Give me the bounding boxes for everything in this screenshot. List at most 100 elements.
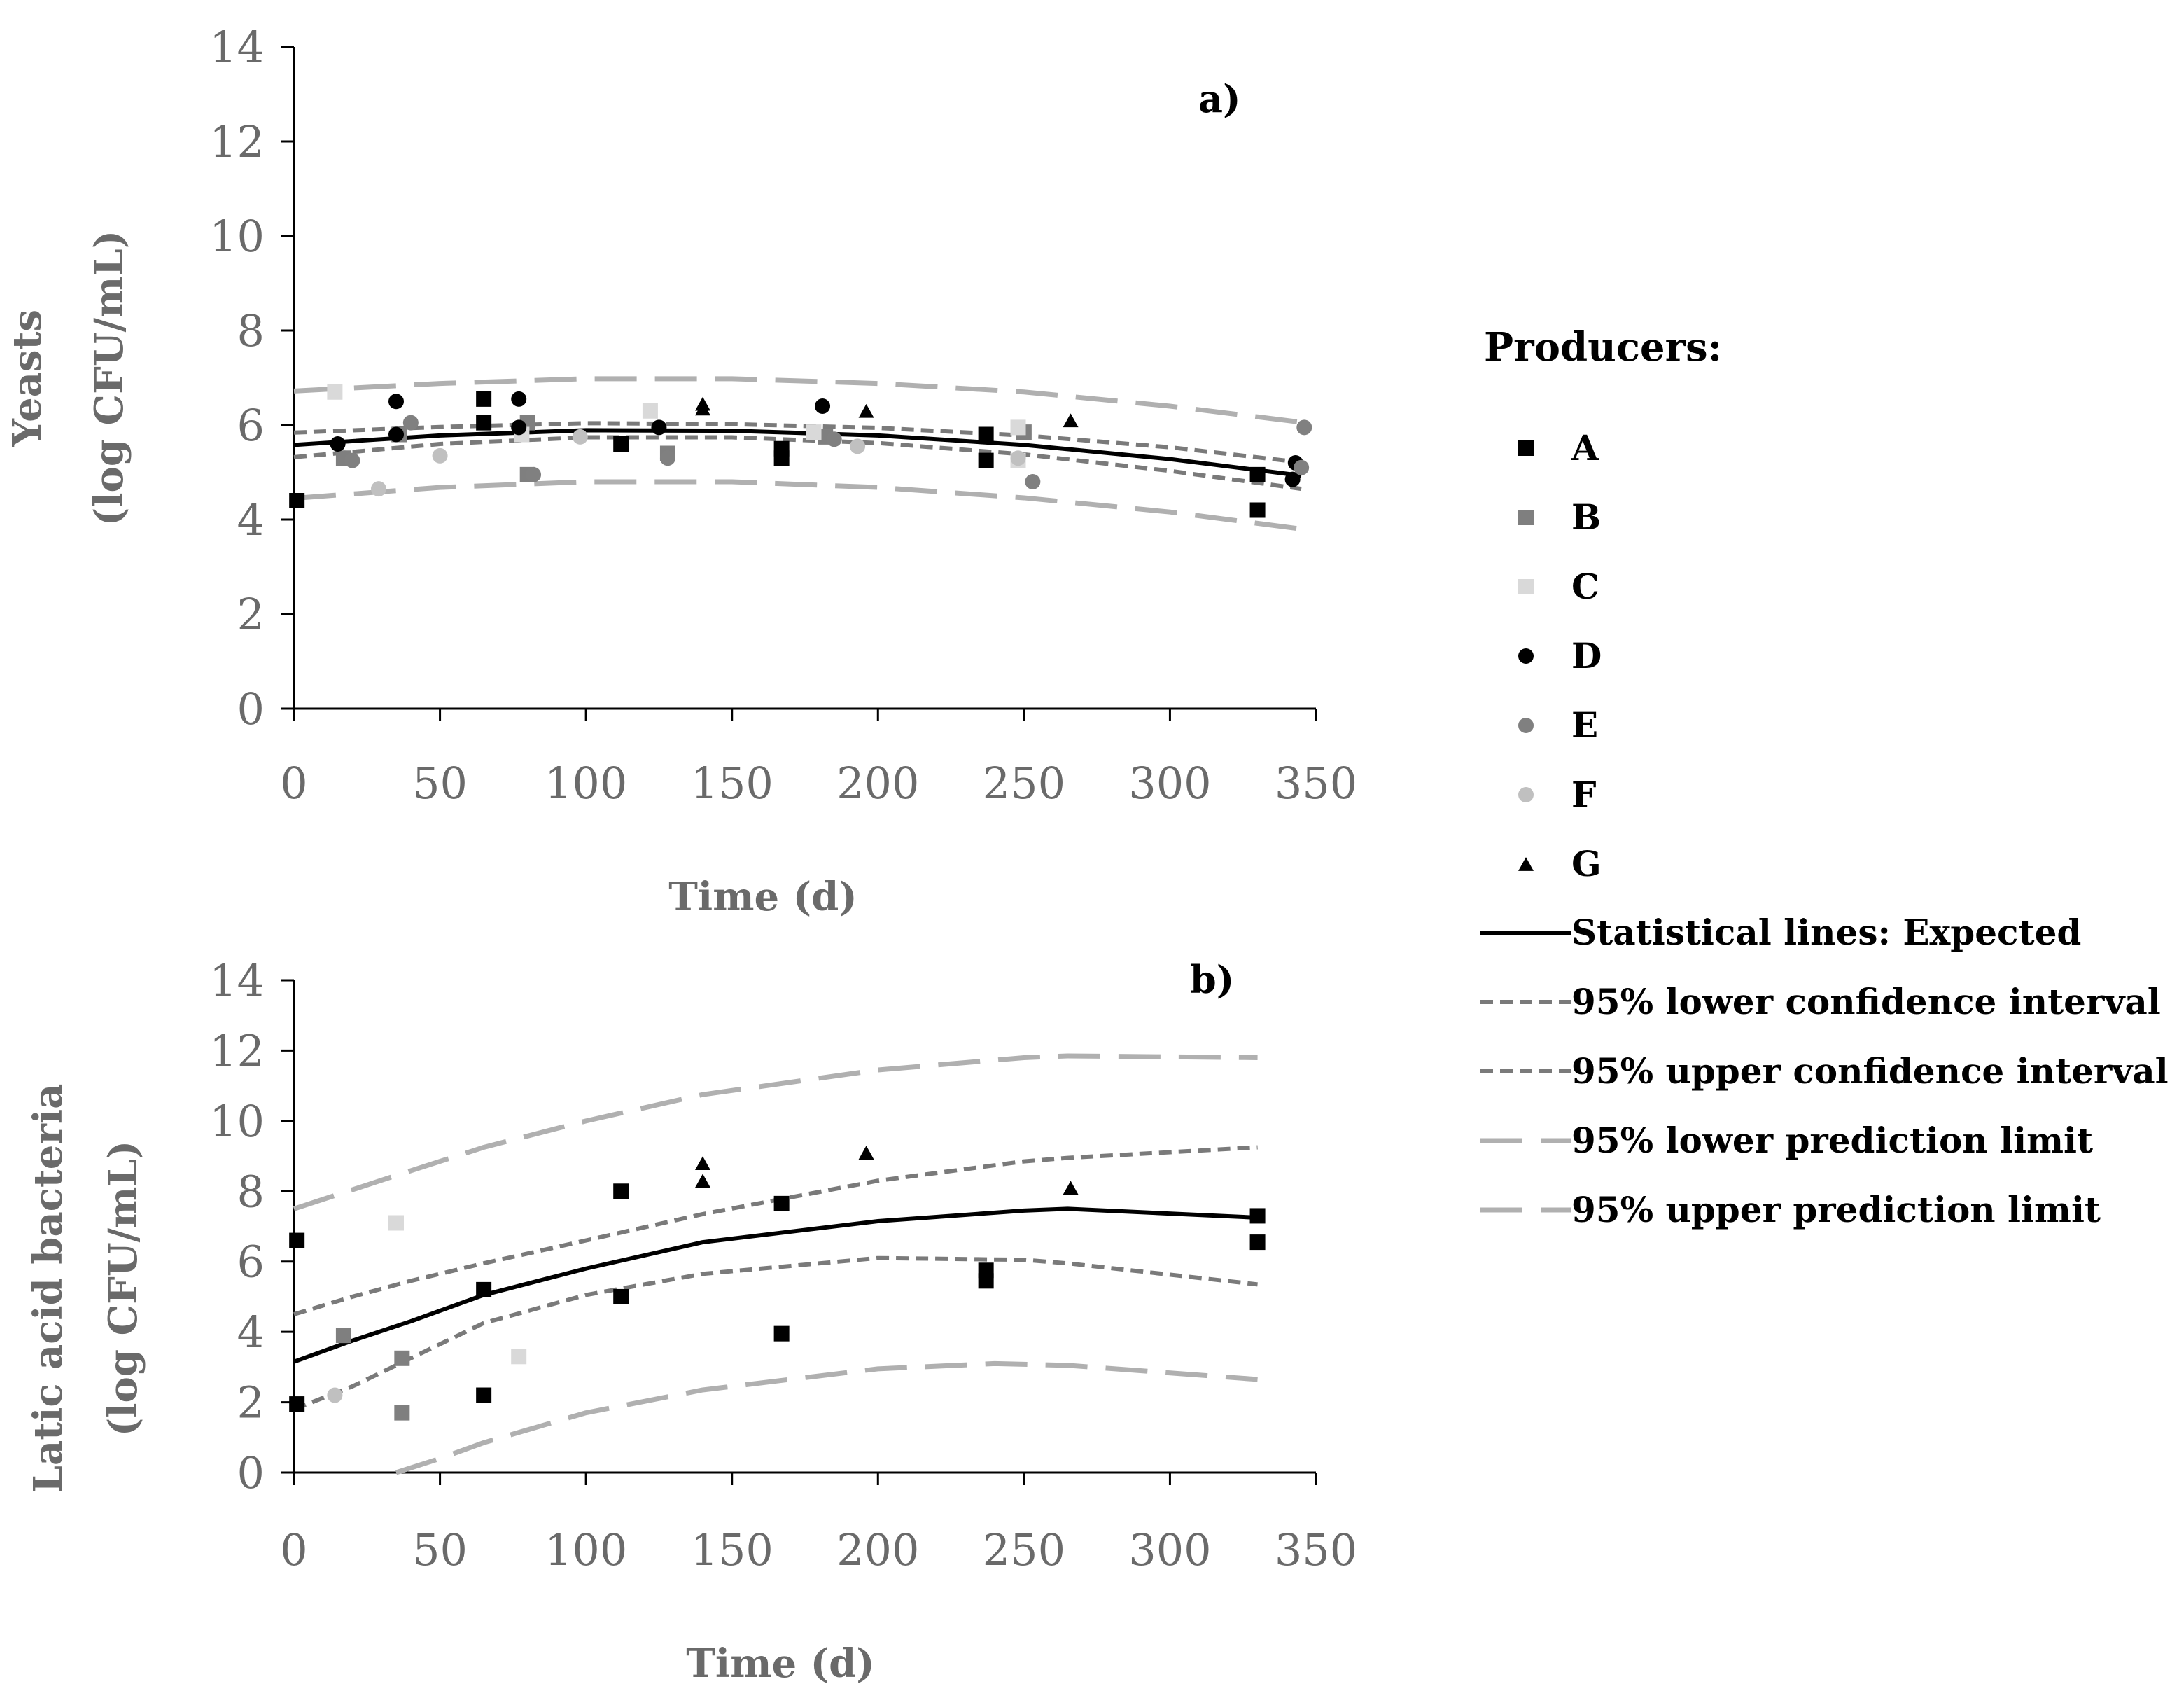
panel-b-point-a (289, 1232, 305, 1248)
panel-a-y-tick-label: 0 (237, 683, 265, 735)
panel-a-x-tick-label: 300 (1128, 758, 1211, 809)
panel-a-point-e (826, 431, 842, 447)
panel-a-line-confidence-upper (293, 421, 1302, 465)
panel-b-y-tick-label: 10 (209, 1096, 265, 1147)
panel-b-point-b (394, 1350, 410, 1366)
panel-a-point-e (344, 452, 360, 468)
panel-b-y-tick-label: 2 (237, 1377, 265, 1428)
panel-b-line-expected (293, 1206, 1258, 1364)
legend-lines: Statistical lines: Expected 95% lower con… (1480, 912, 2169, 1230)
panel-b-x-tick-label: 250 (983, 1524, 1065, 1575)
legend-title: Producers: (1484, 324, 1722, 370)
panel-a-ylabel-line1: Yeasts (4, 309, 50, 447)
panel-b-point-g (695, 1174, 710, 1188)
panel-a-point-f (432, 447, 448, 464)
panel-a-point-c (327, 384, 343, 400)
panel-a-y-tick-label: 8 (237, 305, 265, 356)
panel-a-point-d (330, 436, 346, 452)
legend-marker-e (1518, 718, 1534, 733)
panel-a-point-a (476, 391, 492, 407)
panel-a-line-confidence-lower (293, 435, 1302, 492)
legend-marker-c (1518, 579, 1534, 594)
panel-a-y-tick-label: 2 (237, 589, 265, 640)
panel-a-point-e (526, 466, 542, 482)
panel-a-point-f (370, 481, 386, 497)
panel-a-ylabel-line2: (log CFU/mL) (86, 230, 132, 527)
panel-b-point-a (613, 1183, 629, 1199)
panel-a-point-d (651, 419, 667, 436)
panel-a-point-a (1250, 502, 1266, 518)
legend-label-d: D (1572, 635, 1602, 676)
panel-b-point-a (476, 1281, 492, 1297)
panel-a-point-a (289, 493, 305, 508)
panel-a-point-e (402, 415, 419, 431)
panel-b-line-confidence-upper (293, 1145, 1258, 1316)
panel-b-line-prediction-upper (293, 1053, 1258, 1211)
legend-label-g: G (1572, 843, 1602, 884)
panel-b-point-a (774, 1325, 790, 1342)
panel-b-ylabel-line2: (log CFU/mL) (100, 1141, 146, 1437)
panel-a-point-a (774, 450, 790, 466)
panel-b-x-tick-label: 300 (1128, 1524, 1211, 1575)
panel-a-y-tick-label: 12 (209, 116, 265, 167)
panel-a-point-f (850, 438, 866, 454)
panel-a-point-a (978, 452, 994, 468)
panel-a-point-f (1010, 450, 1026, 466)
panel-b-point-f (327, 1387, 343, 1403)
panel-a-point-c (642, 403, 658, 419)
panel-a-point-e (1025, 474, 1041, 489)
panel-b-point-a (289, 1396, 305, 1412)
panel-a-point-a (476, 415, 492, 431)
legend-line-label: 95% lower confidence interval (1572, 981, 2161, 1022)
legend-marker-a (1518, 440, 1534, 456)
panel-a-x-tick-label: 100 (545, 758, 627, 809)
panel-b-line-prediction-lower (395, 1360, 1258, 1475)
panel-b-xlabel: Time (d) (686, 1641, 874, 1687)
panel-b-x-tick-label: 50 (412, 1524, 468, 1575)
panel-b-x-tick-label: 350 (1275, 1524, 1357, 1575)
legend-line-label: Statistical lines: Expected (1572, 912, 2081, 953)
panel-b-x-tick-label: 100 (545, 1524, 627, 1575)
panel-a-xlabel: Time (d) (668, 874, 857, 920)
panel-b-point-a (1250, 1234, 1266, 1251)
legend-label-e: E (1572, 704, 1598, 746)
panel-b-x-tick-label: 0 (280, 1524, 307, 1575)
panel-b-point-a (774, 1195, 790, 1211)
panel-b-x-tick-label: 200 (836, 1524, 919, 1575)
legend-line-label: 95% lower prediction limit (1572, 1120, 2093, 1161)
legend-line-label: 95% upper prediction limit (1572, 1189, 2101, 1230)
panel-b-point-a (613, 1288, 629, 1304)
legend-marker-d (1518, 648, 1534, 664)
panel-b-ylabel-line1: Latic acid bacteria (25, 1084, 71, 1494)
panel-b-line-confidence-lower (293, 1255, 1258, 1412)
panel-b-point-b (394, 1405, 410, 1421)
panel-a-line-expected (293, 428, 1302, 478)
panel-b-point-g (1063, 1181, 1079, 1195)
legend-label-c: C (1572, 566, 1600, 607)
panel-a-y-tick-label: 6 (237, 400, 265, 451)
panel-a-line-prediction-lower (293, 479, 1302, 531)
panel-b-point-g (858, 1146, 874, 1160)
panel-b-y-tick-label: 4 (237, 1307, 265, 1358)
legend-marker-g (1518, 857, 1534, 871)
panel-a-y-tick-label: 10 (209, 211, 265, 262)
panel-a-point-d (511, 419, 527, 436)
panel-b-point-a (476, 1387, 492, 1403)
legend-marker-b (1518, 510, 1534, 525)
panel-a-point-e (659, 450, 676, 466)
panel-a-point-a (613, 436, 629, 452)
panel-b-x-tick-label: 150 (691, 1524, 774, 1575)
panel-b-point-c (511, 1349, 527, 1365)
panel-a-x-tick-label: 350 (1275, 758, 1357, 809)
panel-b-y-tick-label: 8 (237, 1166, 265, 1217)
panel-a-point-g (858, 403, 874, 418)
panel-a-label: a) (1198, 76, 1241, 121)
panel-a-point-f (572, 429, 588, 445)
panel-a-x-tick-label: 50 (412, 758, 468, 809)
panel-a-yeasts: Yeasts (log CFU/mL) Time (d) a) 0 2 4 6 8 10 1… (4, 22, 1357, 920)
panel-a-point-d (511, 391, 527, 407)
panel-a-x-tick-label: 0 (280, 758, 307, 809)
